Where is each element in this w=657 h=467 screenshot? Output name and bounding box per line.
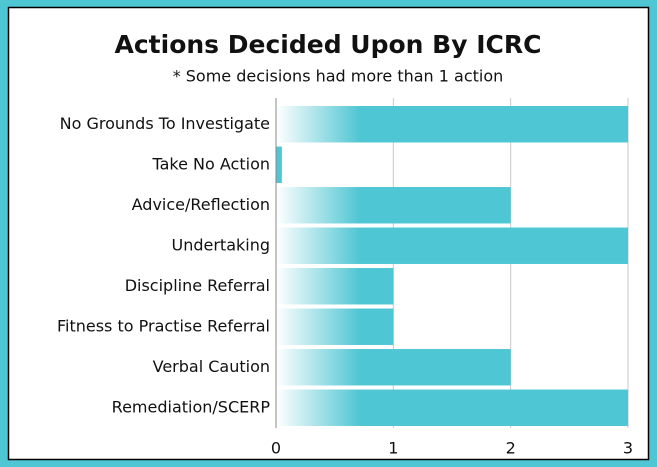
x-tick-label: 3 — [623, 439, 633, 458]
bar — [276, 227, 628, 264]
y-tick-label: Fitness to Practise Referral — [57, 316, 270, 335]
bar — [276, 349, 511, 386]
y-tick-label: Verbal Caution — [153, 357, 270, 376]
x-tick-label: 2 — [506, 439, 516, 458]
bar — [276, 389, 628, 426]
bar — [276, 268, 394, 305]
y-tick-label: Remediation/SCERP — [112, 397, 271, 416]
y-tick-label: No Grounds To Investigate — [60, 114, 270, 133]
bar — [276, 308, 394, 345]
y-tick-label: Take No Action — [151, 154, 270, 173]
bar — [276, 187, 511, 224]
y-tick-label: Advice/Reflection — [132, 195, 270, 214]
y-tick-label: Discipline Referral — [125, 276, 270, 295]
bar — [276, 146, 282, 183]
y-tick-label: Undertaking — [171, 235, 270, 254]
chart-title: Actions Decided Upon By ICRC — [115, 30, 542, 59]
x-tick-label: 1 — [388, 439, 398, 458]
x-tick-label: 0 — [271, 439, 281, 458]
chart-subtitle: * Some decisions had more than 1 action — [173, 67, 504, 86]
bar — [276, 106, 628, 143]
